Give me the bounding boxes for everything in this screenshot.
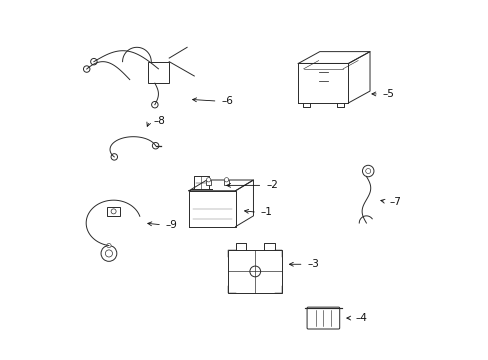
Circle shape	[224, 177, 228, 182]
Text: –8: –8	[153, 116, 164, 126]
Circle shape	[152, 143, 159, 149]
Bar	[107, 207, 120, 216]
Text: –4: –4	[355, 313, 367, 323]
Circle shape	[83, 66, 90, 72]
Circle shape	[362, 165, 373, 177]
Text: –6: –6	[221, 96, 233, 106]
Circle shape	[106, 243, 111, 248]
Bar	[206, 180, 210, 185]
Bar	[147, 62, 169, 83]
Text: –9: –9	[165, 220, 177, 230]
Circle shape	[111, 209, 116, 214]
FancyBboxPatch shape	[306, 307, 339, 329]
Circle shape	[111, 154, 117, 160]
Text: –3: –3	[306, 259, 319, 269]
Circle shape	[206, 177, 210, 182]
Text: –7: –7	[389, 197, 401, 207]
Bar	[228, 250, 282, 293]
Circle shape	[249, 266, 260, 277]
Text: –5: –5	[382, 89, 394, 99]
Text: –2: –2	[265, 180, 277, 190]
Circle shape	[365, 168, 370, 174]
Text: –1: –1	[260, 207, 272, 217]
Circle shape	[151, 102, 158, 108]
Circle shape	[90, 58, 97, 65]
Bar	[224, 180, 228, 185]
Circle shape	[101, 246, 117, 261]
Circle shape	[105, 250, 112, 257]
